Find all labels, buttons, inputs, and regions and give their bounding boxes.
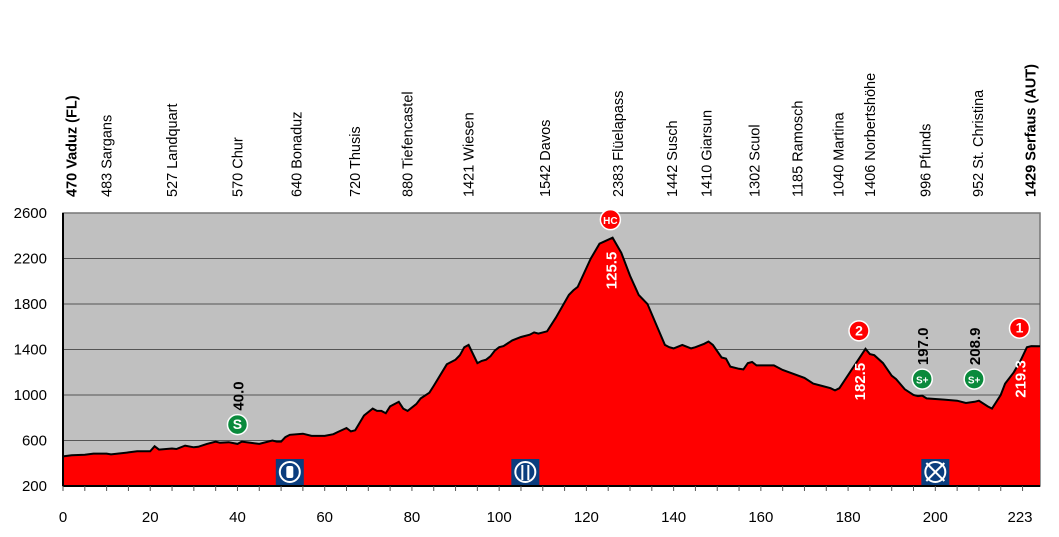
x-tick-label: 120 (574, 509, 599, 526)
y-tick-label: 1800 (14, 296, 47, 313)
sprint-badge (226, 413, 249, 436)
sprint-badge (911, 368, 933, 390)
x-tick-label: 80 (404, 509, 421, 526)
y-tick-label: 2200 (14, 251, 47, 268)
place-label: 1429 Serfaus (AUT) (1023, 64, 1039, 197)
climb-km-label: 125.5 (603, 252, 620, 290)
x-end-label: 223 (1007, 509, 1032, 526)
sprint-badge-text: S+ (968, 376, 981, 387)
place-label: 1442 Susch (665, 120, 681, 197)
feed-zone-icon-ring (514, 461, 537, 483)
climb-category-badge (599, 208, 622, 231)
place-label: 996 Pfunds (918, 124, 934, 197)
sprint-km-label: 197.0 (915, 328, 932, 366)
y-tick-label: 600 (22, 433, 47, 450)
sprint-badge (963, 368, 985, 390)
sprint-km-label: 208.9 (967, 328, 984, 366)
no-littering-zone-icon-ring (924, 461, 947, 483)
y-tick-label: 1400 (14, 342, 47, 359)
place-label: 527 Landquart (165, 103, 181, 197)
place-label: 1185 Ramosch (790, 101, 806, 197)
y-tick-label: 200 (22, 478, 47, 495)
x-tick-label: 140 (661, 509, 686, 526)
place-label: 720 Thusis (348, 126, 364, 197)
place-label: 1302 Scuol (747, 124, 763, 197)
place-label: 1406 Norbertshöhe (863, 73, 879, 197)
x-tick-label: 0 (59, 509, 67, 526)
x-tick-label: 160 (748, 509, 773, 526)
climb-km-label: 182.5 (852, 363, 869, 401)
sprint-badge-text: S+ (916, 376, 929, 387)
place-label: 1421 Wiesen (462, 112, 478, 197)
y-tick-label: 1000 (14, 387, 47, 404)
y-tick-label: 2600 (14, 205, 47, 222)
place-label: 483 Sargans (100, 115, 116, 197)
x-tick-label: 100 (487, 509, 512, 526)
climb-category-badge-text: 1 (1016, 320, 1024, 336)
x-tick-label: 20 (142, 509, 159, 526)
climb-category-badge-text: HC (603, 216, 617, 227)
place-label: 880 Tiefencastel (401, 91, 417, 197)
bottle-glyph (286, 466, 294, 478)
x-tick-label: 40 (229, 509, 246, 526)
place-label: 952 St. Christina (971, 89, 987, 197)
climb-category-badge-text: 2 (855, 322, 863, 338)
place-label: 1542 Davos (538, 120, 554, 197)
sprint-km-label: 40.0 (230, 381, 247, 410)
place-label: 470 Vaduz (FL) (65, 95, 81, 197)
climb-km-label: 219.3 (1013, 360, 1030, 398)
cross-glyph (925, 462, 946, 482)
water-bottle-icon-ring (278, 461, 301, 483)
x-tick-label: 200 (923, 509, 948, 526)
place-label: 1040 Martina (831, 111, 847, 197)
climb-category-badge (1008, 317, 1031, 339)
x-tick-label: 180 (836, 509, 861, 526)
place-label: 570 Chur (230, 137, 246, 197)
place-label: 1410 Giarsun (699, 110, 715, 197)
elevation-line (62, 236, 1041, 458)
place-label: 640 Bonaduz (289, 112, 305, 197)
climb-category-badge (848, 320, 870, 342)
x-tick-label: 60 (316, 509, 333, 526)
elevation-area (63, 237, 1040, 486)
sprint-badge-text: S (233, 416, 242, 432)
place-label: 2383 Flüelapass (611, 91, 627, 197)
